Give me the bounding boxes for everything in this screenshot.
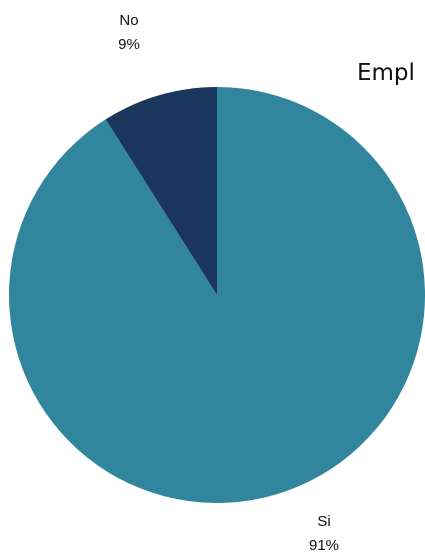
pie-slice-no bbox=[105, 87, 217, 295]
chart-title: Empl bbox=[357, 60, 415, 86]
pie-slices bbox=[9, 87, 425, 503]
slice-label-no-name: No bbox=[119, 12, 138, 29]
slice-label-si-name: Si bbox=[317, 513, 330, 530]
pie-slice-si bbox=[9, 87, 425, 503]
slice-label-si-value: 91% bbox=[309, 537, 339, 554]
slice-label-si: Si 91% bbox=[309, 513, 339, 554]
slice-label-no-value: 9% bbox=[118, 36, 140, 53]
slice-label-no: No 9% bbox=[118, 12, 140, 53]
